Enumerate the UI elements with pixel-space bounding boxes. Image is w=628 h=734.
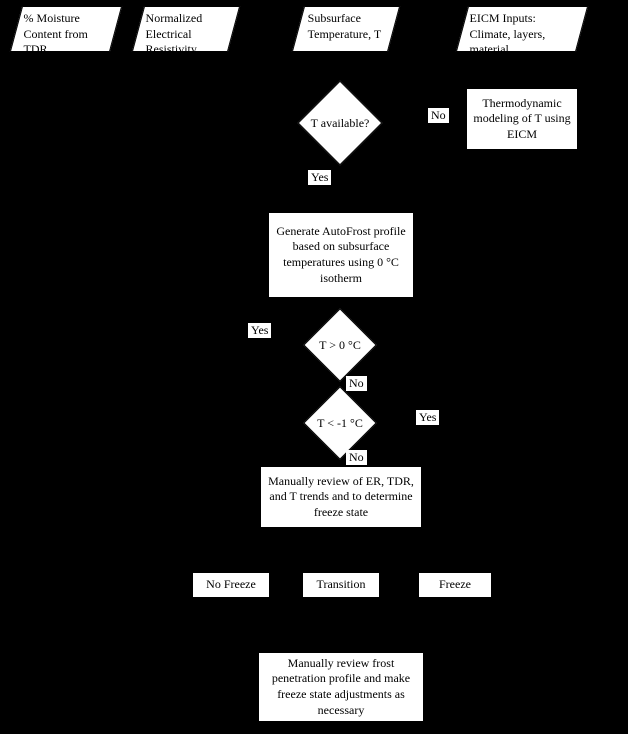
result-transition-label: Transition (317, 577, 366, 593)
edge-label-no-2: No (346, 376, 367, 391)
process-thermo-label: Thermodynamic modeling of T using EICM (473, 96, 571, 143)
input-tdr-label: % Moisture Content from TDR (24, 11, 106, 58)
input-eicm-label: EICM Inputs: Climate, layers, material (470, 11, 572, 58)
edge-label-yes-3: Yes (416, 410, 439, 425)
process-autofrost-label: Generate AutoFrost profile based on subs… (275, 224, 407, 286)
edge-label-no-3: No (346, 450, 367, 465)
result-no-freeze-label: No Freeze (206, 577, 256, 593)
decision-t-lt-m1-label: T < -1 °C (288, 416, 392, 430)
process-thermo: Thermodynamic modeling of T using EICM (466, 88, 578, 150)
input-er-label: Normalized Electrical Resistivity (146, 11, 224, 58)
decision-t-available-label: T available? (285, 115, 395, 129)
decision-t-gt-0: T > 0 °C (288, 320, 392, 370)
input-temp: Subsurface Temperature, T (292, 6, 400, 52)
input-eicm: EICM Inputs: Climate, layers, material (456, 6, 588, 52)
input-tdr: % Moisture Content from TDR (10, 6, 122, 52)
process-manual-er-label: Manually review of ER, TDR, and T trends… (267, 474, 415, 521)
edge-label-yes-1: Yes (308, 170, 331, 185)
result-no-freeze: No Freeze (192, 572, 270, 598)
input-temp-label: Subsurface Temperature, T (308, 11, 386, 42)
result-freeze-label: Freeze (439, 577, 471, 593)
result-freeze: Freeze (418, 572, 492, 598)
result-transition: Transition (302, 572, 380, 598)
process-manual-er: Manually review of ER, TDR, and T trends… (260, 466, 422, 528)
decision-t-lt-m1: T < -1 °C (288, 398, 392, 448)
edge-label-yes-2: Yes (248, 323, 271, 338)
input-er: Normalized Electrical Resistivity (132, 6, 240, 52)
decision-t-available: T available? (285, 95, 395, 150)
process-autofrost: Generate AutoFrost profile based on subs… (268, 212, 414, 298)
process-manual-fp-label: Manually review frost penetration profil… (265, 656, 417, 718)
decision-t-gt-0-label: T > 0 °C (288, 338, 392, 352)
edge-label-no-1: No (428, 108, 449, 123)
process-manual-fp: Manually review frost penetration profil… (258, 652, 424, 722)
